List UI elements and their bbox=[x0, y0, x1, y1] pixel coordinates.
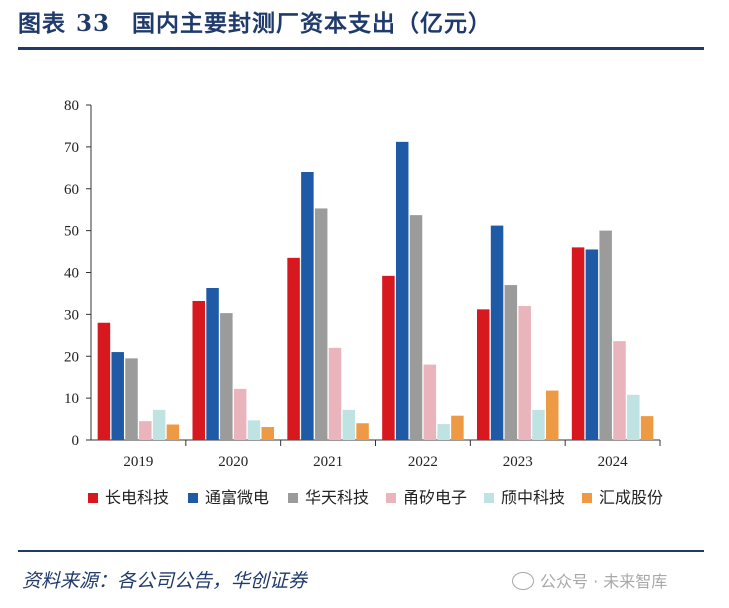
legend-swatch-汇成股份 bbox=[582, 493, 592, 503]
bar-2020-甬矽电子 bbox=[233, 388, 247, 440]
legend-swatch-长电科技 bbox=[88, 493, 98, 503]
bar-2021-甬矽电子 bbox=[328, 347, 342, 440]
legend-label-颀中科技: 颀中科技 bbox=[501, 488, 565, 507]
legend-swatch-华天科技 bbox=[288, 493, 298, 503]
figure-title: 图表 33 国内主要封测厂资本支出（亿元） bbox=[18, 4, 492, 38]
y-tick-label: 70 bbox=[64, 140, 79, 156]
bar-2024-通富微电 bbox=[585, 249, 599, 440]
y-tick-label: 30 bbox=[64, 307, 79, 323]
bar-2021-汇成股份 bbox=[356, 423, 369, 440]
y-tick-label: 40 bbox=[64, 266, 79, 282]
bar-2022-长电科技 bbox=[382, 275, 395, 440]
bar-2022-华天科技 bbox=[409, 215, 423, 440]
x-tick-label: 2023 bbox=[503, 454, 533, 470]
y-tick-label: 50 bbox=[64, 224, 79, 240]
x-tick-label: 2019 bbox=[123, 454, 153, 470]
bar-2023-长电科技 bbox=[477, 309, 490, 440]
bar-2020-通富微电 bbox=[206, 287, 219, 440]
bar-2019-华天科技 bbox=[125, 358, 138, 440]
bar-2024-长电科技 bbox=[571, 247, 585, 440]
legend-label-甬矽电子: 甬矽电子 bbox=[403, 488, 467, 507]
bar-2022-通富微电 bbox=[395, 141, 409, 440]
bar-2019-汇成股份 bbox=[166, 424, 180, 440]
figure-title-text: 国内主要封测厂资本支出（亿元） bbox=[132, 10, 493, 37]
bar-2021-长电科技 bbox=[287, 257, 300, 440]
x-tick-label: 2024 bbox=[598, 454, 629, 470]
bar-2019-甬矽电子 bbox=[139, 421, 152, 440]
figure-number: 33 bbox=[76, 10, 111, 37]
bar-2019-通富微电 bbox=[111, 352, 124, 440]
legend-swatch-通富微电 bbox=[188, 493, 198, 503]
wechat-icon bbox=[512, 572, 534, 590]
legend-label-汇成股份: 汇成股份 bbox=[599, 488, 663, 507]
bar-2024-颀中科技 bbox=[627, 394, 640, 440]
bar-2024-甬矽电子 bbox=[613, 341, 626, 440]
x-tick-label: 2020 bbox=[218, 454, 248, 470]
bar-2019-颀中科技 bbox=[152, 409, 166, 440]
legend-swatch-甬矽电子 bbox=[386, 493, 396, 503]
bar-2020-华天科技 bbox=[220, 313, 233, 440]
bar-2023-华天科技 bbox=[504, 285, 518, 440]
title-divider bbox=[18, 47, 704, 50]
bar-2021-华天科技 bbox=[314, 208, 328, 440]
watermark: 公众号 · 未来智库 bbox=[512, 568, 667, 592]
bar-2024-汇成股份 bbox=[640, 416, 654, 440]
bar-2021-颀中科技 bbox=[342, 409, 356, 440]
legend-label-通富微电: 通富微电 bbox=[205, 488, 269, 507]
legend-swatch-颀中科技 bbox=[484, 493, 494, 503]
y-tick-label: 20 bbox=[64, 349, 79, 365]
legend-label-华天科技: 华天科技 bbox=[305, 488, 369, 507]
y-tick-label: 10 bbox=[64, 391, 79, 407]
bar-2022-汇成股份 bbox=[451, 415, 464, 440]
bar-2023-甬矽电子 bbox=[518, 306, 531, 440]
bar-2020-长电科技 bbox=[192, 300, 205, 440]
bar-2020-汇成股份 bbox=[261, 427, 274, 440]
bar-2019-长电科技 bbox=[97, 322, 111, 440]
bar-2020-颀中科技 bbox=[247, 420, 261, 440]
watermark-text: 公众号 · 未来智库 bbox=[540, 572, 668, 591]
y-tick-label: 0 bbox=[72, 433, 80, 449]
bar-2022-颀中科技 bbox=[437, 424, 450, 440]
x-tick-label: 2021 bbox=[313, 454, 343, 470]
bar-2023-通富微电 bbox=[490, 225, 504, 440]
source-note: 资料来源：各公司公告，华创证券 bbox=[22, 570, 308, 592]
footer-divider bbox=[18, 550, 704, 552]
bar-2022-甬矽电子 bbox=[423, 364, 437, 440]
bar-2023-颀中科技 bbox=[532, 409, 545, 440]
bar-2021-通富微电 bbox=[301, 172, 314, 440]
figure-label: 图表 bbox=[18, 10, 66, 37]
y-tick-label: 60 bbox=[64, 182, 79, 198]
bar-2024-华天科技 bbox=[599, 230, 612, 440]
bar-2023-汇成股份 bbox=[546, 390, 559, 440]
y-tick-label: 80 bbox=[64, 98, 79, 114]
legend-label-长电科技: 长电科技 bbox=[105, 488, 169, 507]
x-tick-label: 2022 bbox=[408, 454, 438, 470]
